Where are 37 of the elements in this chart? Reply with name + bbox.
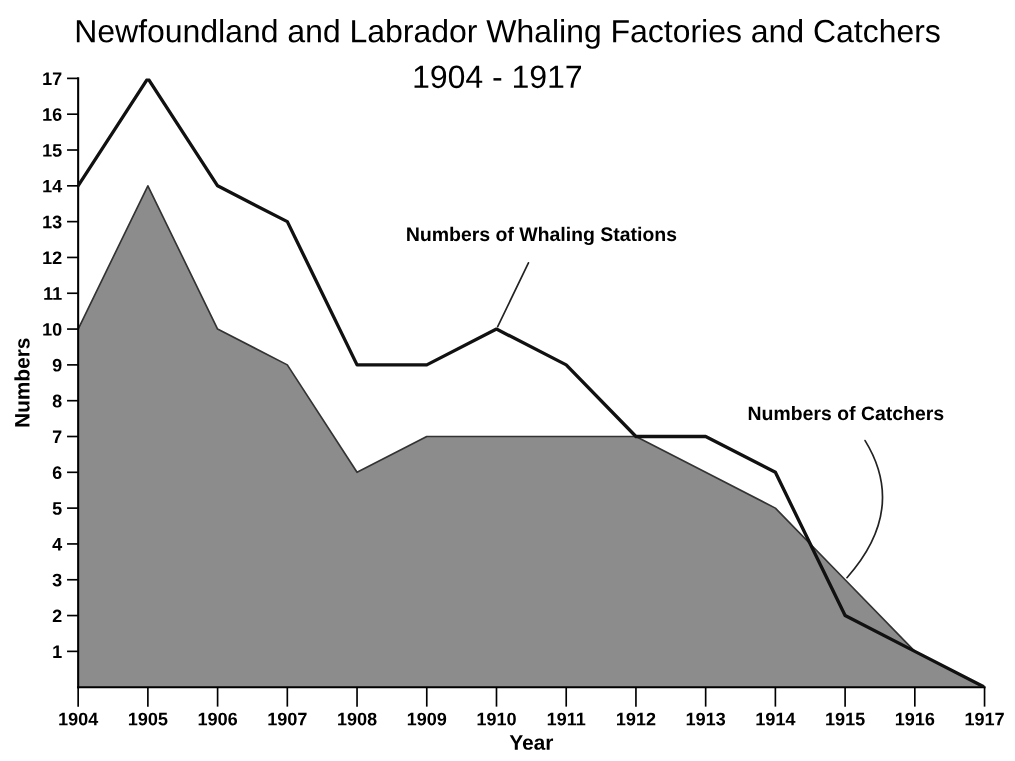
- y-tick-label: 12: [43, 251, 62, 264]
- x-tick-label: 1906: [198, 712, 238, 726]
- y-tick-label: 5: [52, 502, 62, 515]
- chart-title: Newfoundland and Labrador Whaling Factories and Catchers: [76, 19, 940, 49]
- x-tick-label: 1907: [268, 712, 307, 726]
- x-axis-title: Year: [509, 735, 554, 750]
- x-tick-label: 1913: [686, 712, 726, 726]
- x-tick-label: 1905: [128, 712, 168, 726]
- annotation: Numbers of Whaling Stations: [407, 226, 677, 246]
- y-tick-label: 17: [43, 72, 62, 85]
- y-axis-title: Numbers: [14, 338, 30, 427]
- x-tick-label: 1916: [895, 712, 935, 726]
- y-tick-label: 16: [43, 108, 62, 121]
- y-tick-label: 4: [52, 538, 63, 551]
- y-tick-label: 15: [43, 144, 62, 157]
- y-tick-label: 14: [43, 179, 63, 193]
- chart-subtitle: 1904 - 1917: [414, 65, 582, 89]
- y-tick-label: 2: [52, 609, 62, 623]
- y-tick-label: 9: [52, 358, 62, 372]
- x-tick-label: 1911: [547, 712, 586, 726]
- x-tick-label: 1904: [59, 712, 99, 726]
- y-tick-label: 7: [52, 430, 62, 444]
- x-tick-label: 1910: [477, 712, 516, 726]
- y-tick-label: 10: [43, 323, 62, 336]
- x-tick-label: 1912: [616, 712, 656, 726]
- y-tick-label: 13: [43, 215, 62, 229]
- y-tick-label: 6: [52, 466, 62, 480]
- y-tick-label: 1: [53, 645, 62, 658]
- x-tick-label: 1914: [756, 712, 796, 726]
- y-tick-label: 8: [52, 394, 62, 408]
- x-tick-label: 1915: [826, 712, 865, 726]
- x-tick-label: 1917: [965, 712, 1004, 726]
- y-tick-label: 3: [52, 573, 62, 587]
- y-tick-label: 11: [44, 287, 62, 300]
- x-tick-label: 1908: [338, 712, 377, 726]
- x-tick-label: 1909: [407, 712, 447, 726]
- annotation: Numbers of Catchers: [748, 405, 944, 421]
